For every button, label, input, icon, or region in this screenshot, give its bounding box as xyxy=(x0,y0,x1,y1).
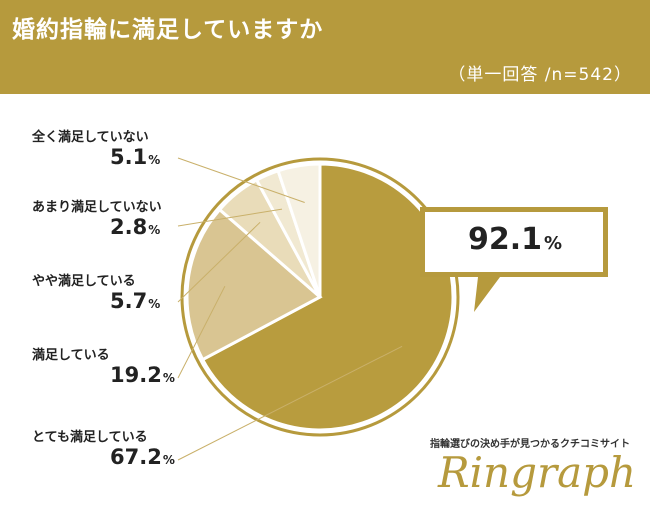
chart-subtitle: （単一回答 /n=542） xyxy=(448,65,632,85)
label-not-satisfied: 全く満足していない xyxy=(32,130,149,145)
leader-line xyxy=(177,208,283,227)
pie-outline xyxy=(180,157,460,437)
callout-value: 92.1% xyxy=(467,222,563,257)
brand-tagline: 指輪選びの決め手が見つかるクチコミサイト xyxy=(430,439,630,450)
leader-line xyxy=(177,285,226,379)
value-satisfied: 19.2% xyxy=(110,363,175,387)
label-satisfied: 満足している xyxy=(32,348,110,363)
pie-slice xyxy=(200,162,455,432)
value-not-satisfied: 5.1% xyxy=(110,145,161,169)
leader-line xyxy=(177,157,305,203)
leader-line xyxy=(177,345,403,461)
value-somewhat-satisfied: 5.7% xyxy=(110,289,161,313)
label-somewhat-satisfied: やや満足している xyxy=(32,274,136,289)
value-very-satisfied: 67.2% xyxy=(110,445,175,469)
leader-line xyxy=(177,221,261,303)
header-banner: 婚約指輪に満足していますか （単一回答 /n=542） xyxy=(0,0,650,94)
value-not-very-satisfied: 2.8% xyxy=(110,215,161,239)
chart-title: 婚約指輪に満足していますか xyxy=(12,17,324,43)
label-not-very-satisfied: あまり満足していない xyxy=(32,200,162,215)
brand-logo: Ringraph xyxy=(438,448,637,497)
label-very-satisfied: とても満足している xyxy=(32,430,148,445)
callout-inner xyxy=(425,212,603,272)
